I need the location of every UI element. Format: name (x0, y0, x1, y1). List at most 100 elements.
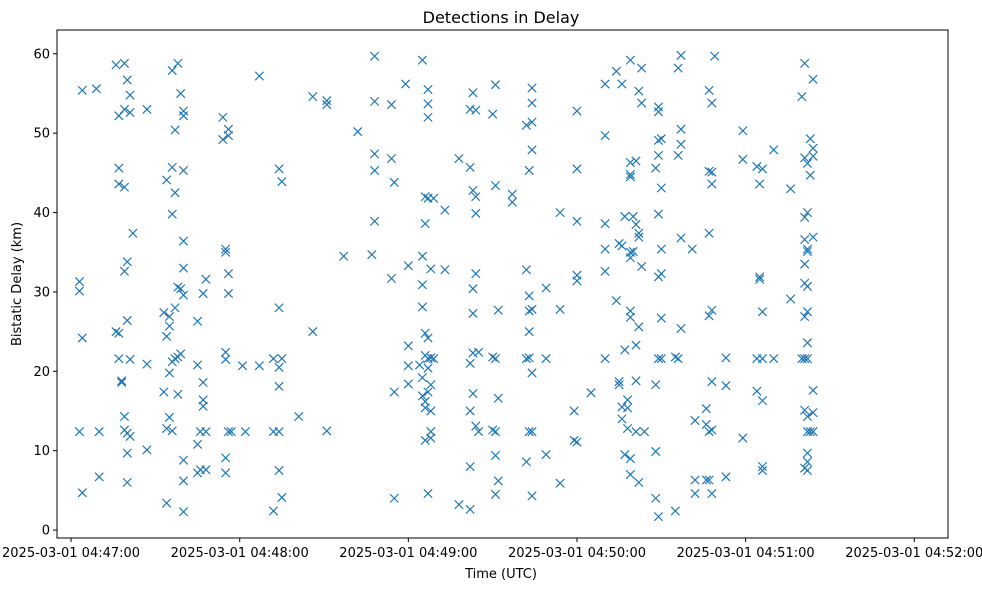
y-tick-label: 60 (33, 47, 50, 62)
data-point (178, 263, 189, 273)
data-point (651, 446, 661, 457)
data-point (653, 511, 664, 522)
data-point (274, 164, 284, 174)
data-point (704, 311, 714, 321)
data-point (527, 304, 537, 315)
data-point (170, 353, 180, 364)
data-point (637, 98, 647, 108)
y-axis: 0 10 20 30 40 50 60 (33, 47, 57, 539)
data-point (802, 307, 813, 317)
data-point (614, 380, 624, 390)
data-point (637, 261, 647, 272)
data-point (198, 377, 208, 388)
data-point (625, 469, 636, 480)
data-point (527, 427, 537, 437)
data-point (198, 288, 208, 299)
data-point (74, 427, 85, 437)
data-point (367, 250, 377, 260)
data-point (454, 500, 464, 510)
data-point (625, 169, 636, 180)
data-point (586, 388, 596, 398)
data-point (221, 247, 231, 257)
data-point (800, 353, 810, 364)
data-point (755, 179, 765, 189)
data-point (369, 51, 380, 61)
data-point (74, 286, 85, 296)
data-point (142, 445, 152, 455)
data-point (119, 104, 130, 114)
data-point (490, 80, 501, 90)
data-point (423, 363, 433, 373)
data-point (237, 361, 248, 371)
data-point (769, 145, 779, 155)
data-point (802, 411, 813, 422)
data-point (369, 216, 380, 226)
data-point (490, 450, 501, 461)
data-point (634, 232, 644, 242)
data-point (268, 353, 279, 364)
x-tick-label: 2025-03-01 04:52:00 (845, 546, 982, 561)
y-tick-label: 30 (33, 285, 50, 300)
x-tick-label: 2025-03-01 04:49:00 (339, 546, 477, 561)
data-point (800, 153, 810, 163)
data-point (178, 236, 189, 246)
data-point (704, 427, 714, 437)
data-point (122, 257, 132, 267)
data-point (690, 475, 700, 485)
x-axis-label: Time (UTC) (464, 567, 537, 582)
data-point (757, 307, 768, 317)
data-point (161, 423, 172, 434)
data-point (201, 427, 211, 437)
data-point (465, 358, 475, 368)
data-point (74, 276, 85, 287)
data-point (426, 353, 436, 363)
data-point (800, 212, 810, 222)
data-point (634, 477, 644, 488)
data-point (628, 246, 638, 257)
data-point (651, 163, 661, 173)
data-point (721, 472, 731, 482)
y-tick-label: 50 (33, 127, 50, 142)
data-point (142, 359, 152, 369)
data-point (423, 333, 433, 343)
data-point (721, 380, 731, 391)
data-point (600, 266, 610, 276)
data-point (690, 415, 700, 426)
data-point (173, 282, 183, 292)
data-point (622, 395, 633, 405)
data-point (111, 60, 121, 70)
data-point (524, 353, 534, 363)
data-point (119, 58, 130, 68)
data-point (656, 313, 666, 323)
data-point (721, 353, 731, 363)
data-point (91, 84, 101, 94)
data-point (676, 50, 686, 61)
data-point (676, 124, 686, 134)
data-point (471, 269, 481, 279)
data-point (426, 433, 436, 443)
data-point (653, 107, 664, 117)
data-point (802, 158, 813, 168)
y-axis-label: Bistatic Delay (km) (10, 222, 25, 346)
data-point (707, 488, 717, 499)
data-point (403, 361, 413, 371)
data-point (192, 439, 203, 449)
data-point (420, 435, 430, 445)
data-point (429, 353, 439, 364)
data-point (707, 377, 717, 387)
data-point (417, 55, 428, 65)
data-point (178, 507, 189, 517)
data-point (465, 461, 475, 472)
data-point (353, 126, 363, 137)
data-point (274, 427, 284, 437)
data-point (417, 391, 428, 401)
data-point (631, 156, 641, 166)
data-point (704, 85, 714, 95)
data-point (164, 321, 175, 331)
data-point (114, 353, 124, 364)
data-point (507, 197, 517, 207)
data-point (673, 150, 683, 161)
data-point (808, 427, 818, 437)
data-point (167, 162, 177, 172)
data-point (420, 219, 430, 229)
